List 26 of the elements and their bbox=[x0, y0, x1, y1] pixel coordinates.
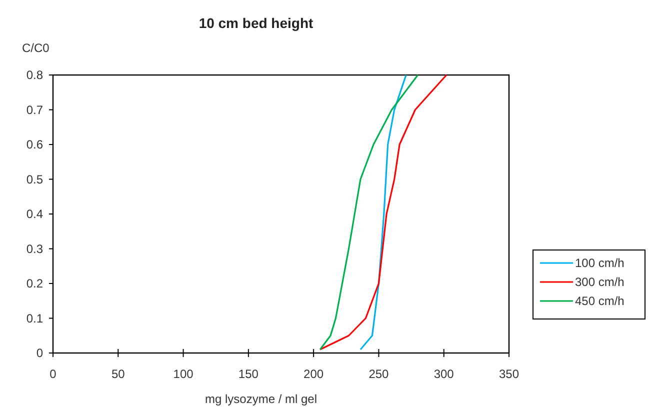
y-tick-label: 0.1 bbox=[26, 311, 44, 326]
y-tick-label: 0 bbox=[36, 346, 44, 360]
x-tick-label: 50 bbox=[111, 367, 126, 381]
x-tick-label: 100 bbox=[173, 367, 194, 381]
y-tick-label: 0.8 bbox=[26, 68, 44, 82]
x-axis-title: mg lysozyme / ml gel bbox=[204, 392, 318, 406]
y-tick-label: 0.3 bbox=[26, 242, 44, 256]
chart-title: 10 cm bed height bbox=[198, 15, 314, 31]
line-series bbox=[319, 74, 419, 350]
x-tick-label: 300 bbox=[434, 367, 454, 381]
y-tick-label: 0.2 bbox=[26, 276, 44, 290]
legend-label: 100 cm/h bbox=[575, 256, 624, 270]
legend-label: 450 cm/h bbox=[575, 294, 624, 308]
x-tick-label: 150 bbox=[238, 367, 259, 381]
y-tick-label: 0.6 bbox=[26, 138, 44, 152]
x-tick-label: 350 bbox=[498, 367, 520, 381]
x-tick-label: 250 bbox=[368, 367, 390, 381]
x-tick-label: 0 bbox=[50, 367, 57, 381]
y-axis-title: C/C0 bbox=[22, 41, 50, 55]
y-tick-label: 0.5 bbox=[26, 172, 44, 186]
y-tick-label: 0.4 bbox=[26, 207, 44, 221]
y-tick-label: 0.7 bbox=[26, 102, 44, 117]
x-tick-label: 200 bbox=[304, 367, 324, 381]
legend-label: 300 cm/h bbox=[575, 275, 624, 289]
line-series bbox=[319, 74, 448, 350]
line-series bbox=[360, 74, 407, 350]
